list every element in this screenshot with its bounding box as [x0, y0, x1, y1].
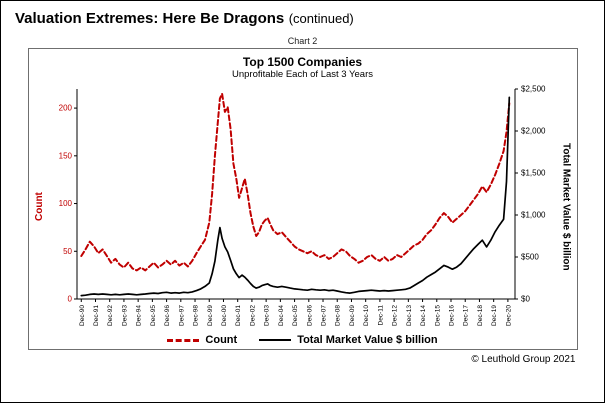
left-tick-label: 100 — [58, 199, 72, 208]
x-tick-label: Dec-06 — [306, 305, 313, 326]
left-tick-label: 150 — [58, 151, 72, 160]
x-tick-label: Dec-14 — [420, 305, 427, 326]
x-tick-label: Dec-91 — [92, 305, 99, 326]
page-header: Valuation Extremes: Here Be Dragons (con… — [1, 1, 604, 30]
copyright: © Leuthold Group 2021 — [471, 354, 576, 365]
chart-container: Chart 2 Top 1500 Companies Unprofitable … — [27, 36, 578, 365]
x-tick-label: Dec-02 — [249, 305, 256, 326]
x-tick-label: Dec-97 — [178, 305, 185, 326]
x-tick-label: Dec-17 — [462, 305, 469, 326]
x-tick-label: Dec-04 — [277, 305, 284, 326]
left-tick-label: 50 — [63, 247, 72, 256]
x-tick-label: Dec-10 — [363, 305, 370, 326]
page-title-suffix: (continued) — [288, 11, 354, 26]
x-tick-label: Dec-96 — [164, 305, 171, 326]
left-tick-label: 200 — [58, 104, 72, 113]
x-tick-label: Dec-08 — [334, 305, 341, 326]
market-value-line — [79, 96, 510, 297]
x-tick-label: Dec-15 — [434, 305, 441, 326]
x-tick-label: Dec-09 — [348, 305, 355, 326]
chart-frame: Top 1500 Companies Unprofitable Each of … — [27, 48, 578, 350]
x-tick-label: Dec-01 — [235, 305, 242, 326]
page-title: Valuation Extremes: Here Be Dragons — [15, 10, 285, 27]
left-axis-title: Count — [33, 192, 45, 222]
x-tick-label: Dec-20 — [505, 305, 512, 326]
x-tick-label: Dec-90 — [78, 305, 85, 326]
x-tick-label: Dec-00 — [220, 305, 227, 326]
line-chart: 0 50 100 150 200 $0 $500 $1,000 $1,500 $2,000 $2,5… — [58, 85, 546, 326]
x-tick-label: Dec-92 — [107, 305, 114, 326]
chart-subtitle: Unprofitable Each of Last 3 Years — [231, 69, 373, 80]
right-tick-label: $2,000 — [521, 127, 546, 136]
x-tick-label: Dec-12 — [391, 305, 398, 326]
x-tick-label: Dec-95 — [149, 305, 156, 326]
right-tick-label: $1,500 — [521, 169, 546, 178]
legend-item-count: Count — [167, 334, 237, 346]
left-tick-label: 0 — [67, 295, 72, 304]
right-tick-label: $500 — [521, 253, 539, 262]
count-legend-label: Count — [205, 334, 238, 346]
x-tick-label: Dec-16 — [448, 305, 455, 326]
x-tick-label: Dec-19 — [491, 305, 498, 326]
x-tick-label: Dec-98 — [192, 305, 199, 326]
right-tick-label: $0 — [521, 295, 530, 304]
x-tick-label: Dec-03 — [263, 305, 270, 326]
market-value-line-swatch-icon — [259, 339, 292, 341]
x-tick-label: Dec-93 — [121, 305, 128, 326]
x-tick-label: Dec-18 — [476, 305, 483, 326]
count-line-swatch-icon — [167, 338, 200, 342]
right-tick-label: $1,000 — [521, 211, 546, 220]
x-tick-label: Dec-07 — [320, 305, 327, 326]
chart-number-label: Chart 2 — [287, 36, 318, 46]
right-axis-title: Total Market Value $ billion — [560, 143, 572, 271]
legend-item-market-value: Total Market Value $ billion — [259, 334, 438, 346]
x-tick-label: Dec-13 — [405, 305, 412, 326]
x-tick-label: Dec-11 — [377, 305, 384, 326]
count-line — [79, 92, 510, 272]
x-tick-label: Dec-94 — [135, 305, 142, 326]
plot-row: Count 0 50 100 150 200 $0 $500 $1,000 $1,500 $2,0… — [31, 81, 575, 333]
chart-legend: Count Total Market Value $ billion — [31, 334, 575, 346]
market-value-legend-label: Total Market Value $ billion — [297, 334, 438, 346]
right-tick-label: $2,500 — [521, 85, 546, 94]
x-tick-label: Dec-99 — [206, 305, 213, 326]
chart-title: Top 1500 Companies — [242, 55, 363, 69]
x-tick-label: Dec-05 — [292, 305, 299, 326]
